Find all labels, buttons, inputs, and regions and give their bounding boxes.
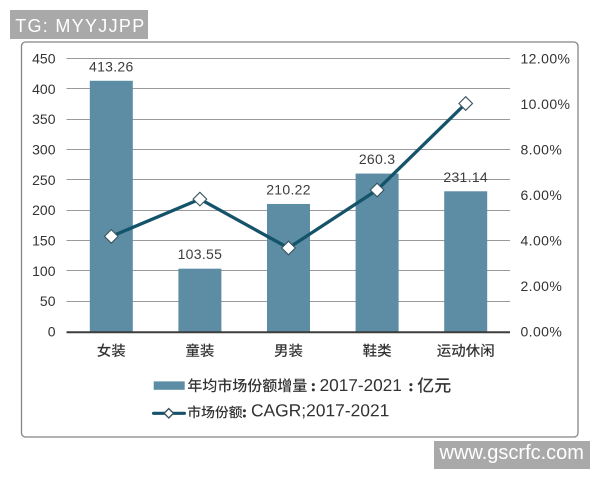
svg-text:0: 0 <box>48 324 56 340</box>
svg-text:100: 100 <box>32 263 56 279</box>
svg-text:350: 350 <box>32 111 56 127</box>
svg-text:260.3: 260.3 <box>359 151 396 167</box>
svg-text:200: 200 <box>32 202 56 218</box>
svg-text:250: 250 <box>32 172 56 188</box>
svg-text:2.00%: 2.00% <box>521 278 563 294</box>
svg-text:150: 150 <box>32 233 56 249</box>
svg-text:12.00%: 12.00% <box>521 51 571 67</box>
svg-text:103.55: 103.55 <box>178 246 223 262</box>
svg-text:0.00%: 0.00% <box>521 324 563 340</box>
svg-text:210.22: 210.22 <box>266 182 311 198</box>
svg-text:50: 50 <box>40 293 56 309</box>
svg-text:www.gscrfc.com: www.gscrfc.com <box>439 442 584 464</box>
svg-text:6.00%: 6.00% <box>521 187 563 203</box>
svg-text:10.00%: 10.00% <box>521 96 571 112</box>
svg-text:TG: MYYJJPP: TG: MYYJJPP <box>15 16 145 36</box>
svg-text:300: 300 <box>32 142 56 158</box>
svg-text:4.00%: 4.00% <box>521 233 563 249</box>
svg-text:450: 450 <box>32 51 56 67</box>
svg-text:413.26: 413.26 <box>89 58 134 74</box>
svg-text:231.14: 231.14 <box>443 169 488 185</box>
svg-text:8.00%: 8.00% <box>521 142 563 158</box>
svg-text:400: 400 <box>32 81 56 97</box>
